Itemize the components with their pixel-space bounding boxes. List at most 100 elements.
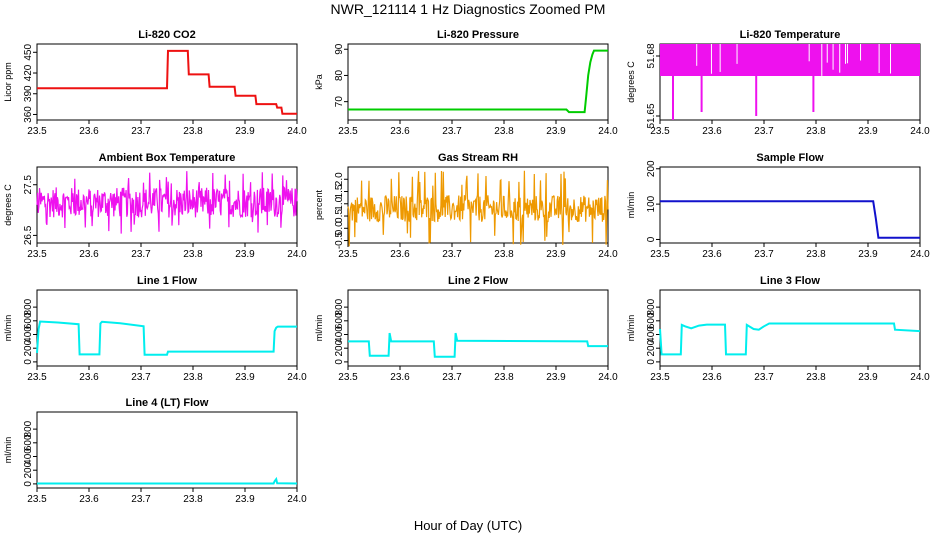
series-group — [660, 44, 920, 120]
panel-title: Li-820 Temperature — [740, 29, 841, 41]
series-band — [660, 44, 920, 76]
y-tick-label: 0 — [23, 481, 34, 487]
y-tick-label: 0 — [334, 359, 345, 365]
x-tick-label: 23.9 — [546, 372, 566, 383]
y-tick-label: 51.65 — [646, 103, 657, 128]
panel-7: Line 2 Flow 23.5 23.6 23.7 23.8 23.9 24.0 0 2004… — [314, 275, 618, 383]
x-tick-label: 24.0 — [598, 126, 618, 137]
y-tick-label: 600 — [646, 312, 657, 329]
y-tick-label: 200 — [646, 160, 657, 177]
x-tick-label: 23.6 — [79, 372, 99, 383]
plot-frame — [36, 411, 298, 489]
x-tick-label: 23.7 — [754, 249, 774, 260]
y-tick-label: 200 — [23, 339, 34, 356]
series-group — [36, 171, 298, 234]
panel-title: Line 1 Flow — [137, 275, 197, 287]
y-tick-label: 51.68 — [646, 43, 657, 68]
y-tick-label: 26.5 — [23, 225, 34, 245]
x-axis-label: Hour of Day (UTC) — [413, 518, 523, 533]
plot-frame — [347, 289, 609, 367]
x-tick-label: 23.5 — [27, 494, 47, 505]
series-group — [660, 200, 920, 239]
series-line — [348, 332, 608, 358]
series-line — [37, 476, 298, 485]
x-tick-label: 23.5 — [338, 249, 358, 260]
plot-frame — [36, 166, 298, 244]
y-tick-label: 800 — [23, 420, 34, 437]
panel-title: Line 2 Flow — [448, 275, 508, 287]
y-tick-label: 360 — [23, 106, 34, 123]
x-tick-label: 24.0 — [287, 494, 307, 505]
y-tick-label: 1.5 — [334, 184, 345, 198]
plot-frame — [659, 289, 921, 367]
x-tick-label: 23.7 — [131, 372, 151, 383]
series-group — [348, 49, 608, 114]
y-tick-label: 27.5 — [23, 175, 34, 195]
panel-title: Line 3 Flow — [760, 275, 820, 287]
x-tick-label: 23.8 — [183, 372, 203, 383]
series-group — [37, 49, 297, 115]
y-tick-label: 390 — [23, 85, 34, 102]
x-tick-label: 23.7 — [754, 126, 774, 137]
x-tick-label: 23.6 — [390, 372, 410, 383]
x-tick-label: 24.0 — [287, 372, 307, 383]
panel-title: Sample Flow — [756, 152, 824, 164]
x-tick-label: 23.9 — [858, 126, 878, 137]
y-tick-label: 200 — [646, 339, 657, 356]
x-tick-label: 23.6 — [702, 372, 722, 383]
series-line — [660, 200, 920, 239]
x-tick-label: 23.9 — [858, 249, 878, 260]
panel-3: Ambient Box Temperature 23.5 23.6 23.7 23.8 2… — [3, 152, 307, 260]
x-tick-label: 23.5 — [650, 126, 670, 137]
panel-4: Gas Stream RH 23.5 23.6 23.7 23.8 23.9 24.0 -0.… — [314, 152, 618, 260]
y-tick-label: 420 — [23, 64, 34, 81]
x-tick-label: 23.5 — [650, 372, 670, 383]
series-group — [659, 322, 921, 356]
x-tick-label: 23.6 — [390, 126, 410, 137]
y-tick-label: 70 — [334, 96, 345, 108]
x-tick-label: 24.0 — [598, 249, 618, 260]
series-group — [348, 332, 608, 358]
series-line — [659, 322, 921, 356]
x-tick-label: 23.6 — [79, 126, 99, 137]
y-tick-label: 600 — [334, 312, 345, 329]
panel-2: Li-820 Temperature 23.5 23.6 23.7 23.8 23.9 24… — [626, 29, 930, 137]
y-tick-label: 400 — [646, 326, 657, 343]
x-tick-label: 23.8 — [183, 126, 203, 137]
x-tick-label: 23.7 — [131, 249, 151, 260]
x-tick-label: 23.7 — [442, 249, 462, 260]
plot-frame — [36, 43, 298, 121]
x-tick-label: 23.8 — [806, 249, 826, 260]
x-tick-label: 24.0 — [287, 249, 307, 260]
y-axis-label: ml/min — [626, 192, 636, 219]
x-tick-label: 23.9 — [235, 494, 255, 505]
x-tick-label: 23.9 — [546, 126, 566, 137]
series-line — [36, 171, 298, 234]
y-tick-label: 0.5 — [334, 209, 345, 223]
panel-6: Line 1 Flow 23.5 23.6 23.7 23.8 23.9 24.0 0 2004… — [3, 275, 307, 383]
y-tick-label: 80 — [334, 69, 345, 81]
plot-frame — [659, 166, 921, 244]
panel-title: Li-820 Pressure — [437, 29, 519, 41]
series-line — [36, 320, 297, 356]
y-tick-label: 0 — [23, 359, 34, 365]
x-tick-label: 24.0 — [910, 372, 930, 383]
x-tick-label: 23.9 — [235, 249, 255, 260]
x-tick-label: 24.0 — [287, 126, 307, 137]
x-tick-label: 23.5 — [27, 372, 47, 383]
y-tick-label: 2.0 — [334, 172, 345, 186]
panel-5: Sample Flow 23.5 23.6 23.7 23.8 23.9 24.0 0 100 2… — [626, 152, 930, 260]
panel-title: Ambient Box Temperature — [99, 152, 236, 164]
y-tick-label: 200 — [23, 461, 34, 478]
y-axis-label: kPa — [314, 74, 324, 90]
x-tick-label: 23.8 — [494, 249, 514, 260]
y-tick-label: 450 — [23, 44, 34, 61]
y-axis-label: ml/min — [314, 315, 324, 342]
panel-9: Line 4 (LT) Flow 23.5 23.6 23.7 23.8 23.9 24.0… — [3, 397, 307, 505]
y-axis-label: ml/min — [3, 315, 13, 342]
x-tick-label: 23.7 — [442, 126, 462, 137]
y-tick-label: 800 — [334, 298, 345, 315]
y-tick-label: 400 — [23, 448, 34, 465]
x-tick-label: 24.0 — [910, 126, 930, 137]
